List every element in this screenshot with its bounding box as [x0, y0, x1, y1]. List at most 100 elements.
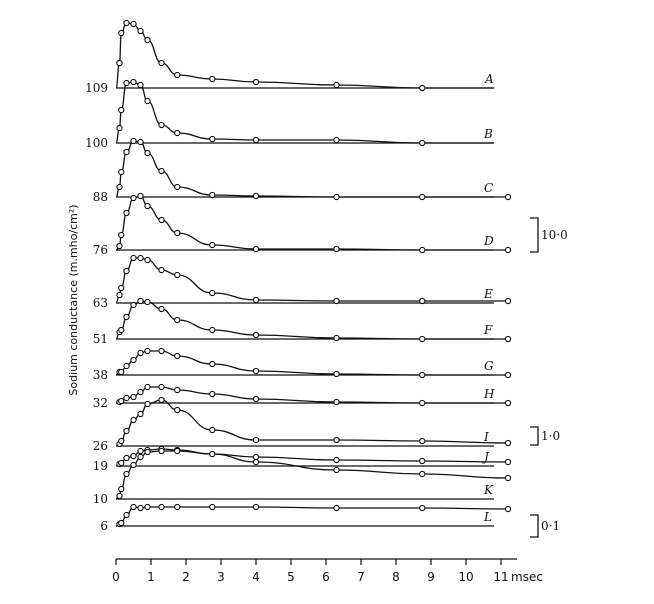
voltage-label-K: 10 [93, 492, 108, 506]
point-C-9 [252, 192, 260, 200]
point-I-7 [174, 406, 181, 414]
voltage-label-J: 19 [93, 459, 108, 473]
point-J-9 [252, 453, 260, 461]
point-G-8 [209, 360, 216, 368]
trace-D: 76 D [93, 192, 512, 257]
point-L-6 [158, 503, 165, 511]
trace-C: 88 C [93, 137, 512, 204]
point-K-12 [504, 474, 512, 482]
trace-F: 51 F [93, 297, 512, 346]
point-B-2 [123, 79, 130, 87]
point-G-9 [252, 367, 260, 375]
point-G-1 [118, 368, 125, 376]
point-K-9 [252, 458, 260, 466]
point-L-11 [419, 504, 426, 512]
point-F-10 [333, 334, 340, 342]
voltage-label-B: 100 [85, 136, 108, 150]
point-C-10 [333, 193, 340, 201]
curve-K [115, 450, 509, 500]
point-C-6 [158, 167, 165, 175]
point-C-12 [504, 193, 512, 201]
point-D-3 [130, 194, 137, 202]
point-F-9 [252, 331, 260, 339]
series-label-A: A [484, 72, 494, 86]
point-A-1 [118, 29, 125, 37]
scale-bracket-1 [530, 217, 539, 253]
point-K-4 [137, 453, 144, 461]
series-label-H: H [483, 387, 495, 401]
point-I-4 [137, 410, 144, 418]
point-B-0 [116, 124, 123, 132]
series-label-G: G [484, 359, 494, 373]
scale-label-1: 10·0 [541, 228, 568, 242]
point-J-4 [137, 447, 144, 455]
point-G-11 [419, 371, 426, 379]
scale-label-2: 1·0 [541, 429, 560, 443]
point-K-3 [130, 461, 137, 469]
x-tick-label-0: 0 [112, 570, 120, 584]
x-axis: 0 1 2 3 4 5 6 7 8 9 10 11 msec [112, 558, 543, 584]
point-G-4 [137, 349, 144, 357]
point-A-8 [209, 75, 216, 83]
point-K-6 [158, 447, 165, 455]
point-D-1 [118, 231, 125, 239]
scale-bar-1: 10·0 [530, 217, 568, 253]
point-E-10 [333, 297, 340, 305]
point-C-3 [130, 137, 137, 145]
scale-label-3: 0·1 [541, 519, 560, 533]
point-G-6 [158, 347, 165, 355]
x-ticks: 0 1 2 3 4 5 6 7 8 9 10 11 [112, 559, 509, 584]
point-J-1 [118, 459, 125, 467]
point-K-0 [116, 492, 123, 500]
point-L-7 [174, 503, 181, 511]
point-D-9 [252, 245, 260, 253]
point-K-8 [209, 450, 216, 458]
x-tick-label-2: 2 [182, 570, 190, 584]
point-E-8 [209, 289, 216, 297]
series-label-K: K [483, 483, 494, 497]
point-L-10 [333, 504, 340, 512]
trace-L: 6L [100, 503, 512, 533]
point-C-5 [144, 149, 151, 157]
point-B-9 [252, 136, 260, 144]
y-axis-label: Sodium conductance (m.mho/cm²) [67, 204, 80, 395]
x-tick-label-8: 8 [392, 570, 400, 584]
trace-K: 10 K [93, 447, 512, 506]
curve-D [115, 195, 508, 251]
point-G-7 [174, 352, 181, 360]
point-H-8 [209, 390, 216, 398]
point-G-3 [130, 356, 137, 364]
point-H-9 [252, 395, 260, 403]
trace-J: 19 J [93, 445, 512, 473]
scale-bar-2: 1·0 [530, 426, 560, 446]
x-unit-label: msec [511, 570, 543, 584]
point-B-3 [130, 78, 137, 86]
point-D-12 [504, 246, 512, 254]
voltage-label-G: 38 [93, 368, 108, 382]
point-E-0 [116, 291, 123, 299]
point-G-5 [144, 347, 151, 355]
point-A-11 [419, 84, 426, 92]
point-H-3 [130, 393, 137, 401]
point-K-2 [123, 470, 130, 478]
point-A-6 [158, 59, 165, 67]
point-I-1 [118, 437, 125, 445]
point-D-5 [144, 202, 151, 210]
point-D-4 [137, 192, 144, 200]
series-label-B: B [483, 127, 493, 141]
point-F-11 [419, 335, 426, 343]
point-J-10 [333, 456, 340, 464]
point-E-1 [118, 284, 125, 292]
voltage-label-A: 109 [85, 81, 108, 95]
point-H-11 [419, 399, 426, 407]
point-F-8 [209, 326, 216, 334]
point-I-11 [419, 437, 426, 445]
x-tick-label-9: 9 [427, 570, 435, 584]
point-B-1 [118, 106, 125, 114]
point-K-5 [144, 448, 151, 456]
point-F-2 [123, 313, 130, 321]
point-F-6 [158, 305, 165, 313]
trace-I: 26 I [93, 396, 512, 453]
point-G-10 [333, 370, 340, 378]
